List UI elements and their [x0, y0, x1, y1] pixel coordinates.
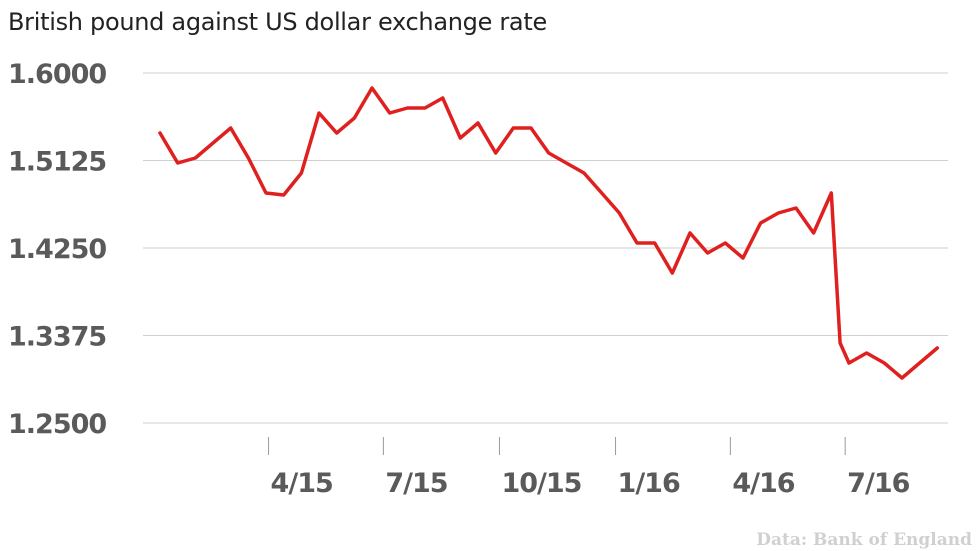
series-layer — [158, 86, 940, 380]
chart-title: British pound against US dollar exchange… — [8, 8, 547, 36]
y-tick-label: 1.3375 — [8, 322, 106, 353]
source-note: Data: Bank of England — [756, 530, 972, 550]
y-tick-label: 1.2500 — [8, 409, 106, 440]
x-tick-label: 1/16 — [618, 468, 680, 499]
x-tick-label: 10/15 — [501, 468, 581, 499]
series-line — [158, 86, 940, 380]
y-tick-label: 1.5125 — [8, 147, 106, 178]
x-tick-label: 4/15 — [271, 468, 333, 499]
y-tick-label: 1.4250 — [8, 234, 106, 265]
y-tick-label: 1.6000 — [8, 59, 106, 90]
gridlines — [143, 72, 948, 424]
x-tick-label: 4/16 — [732, 468, 794, 499]
x-axis-ticks: 4/15 7/15 10/15 1/16 4/16 7/16 — [268, 437, 911, 499]
y-axis-ticks: 1.6000 1.5125 1.4250 1.3375 1.2500 — [8, 59, 107, 440]
x-tick-label: 7/16 — [847, 468, 909, 499]
x-tick-label: 7/15 — [385, 468, 447, 499]
